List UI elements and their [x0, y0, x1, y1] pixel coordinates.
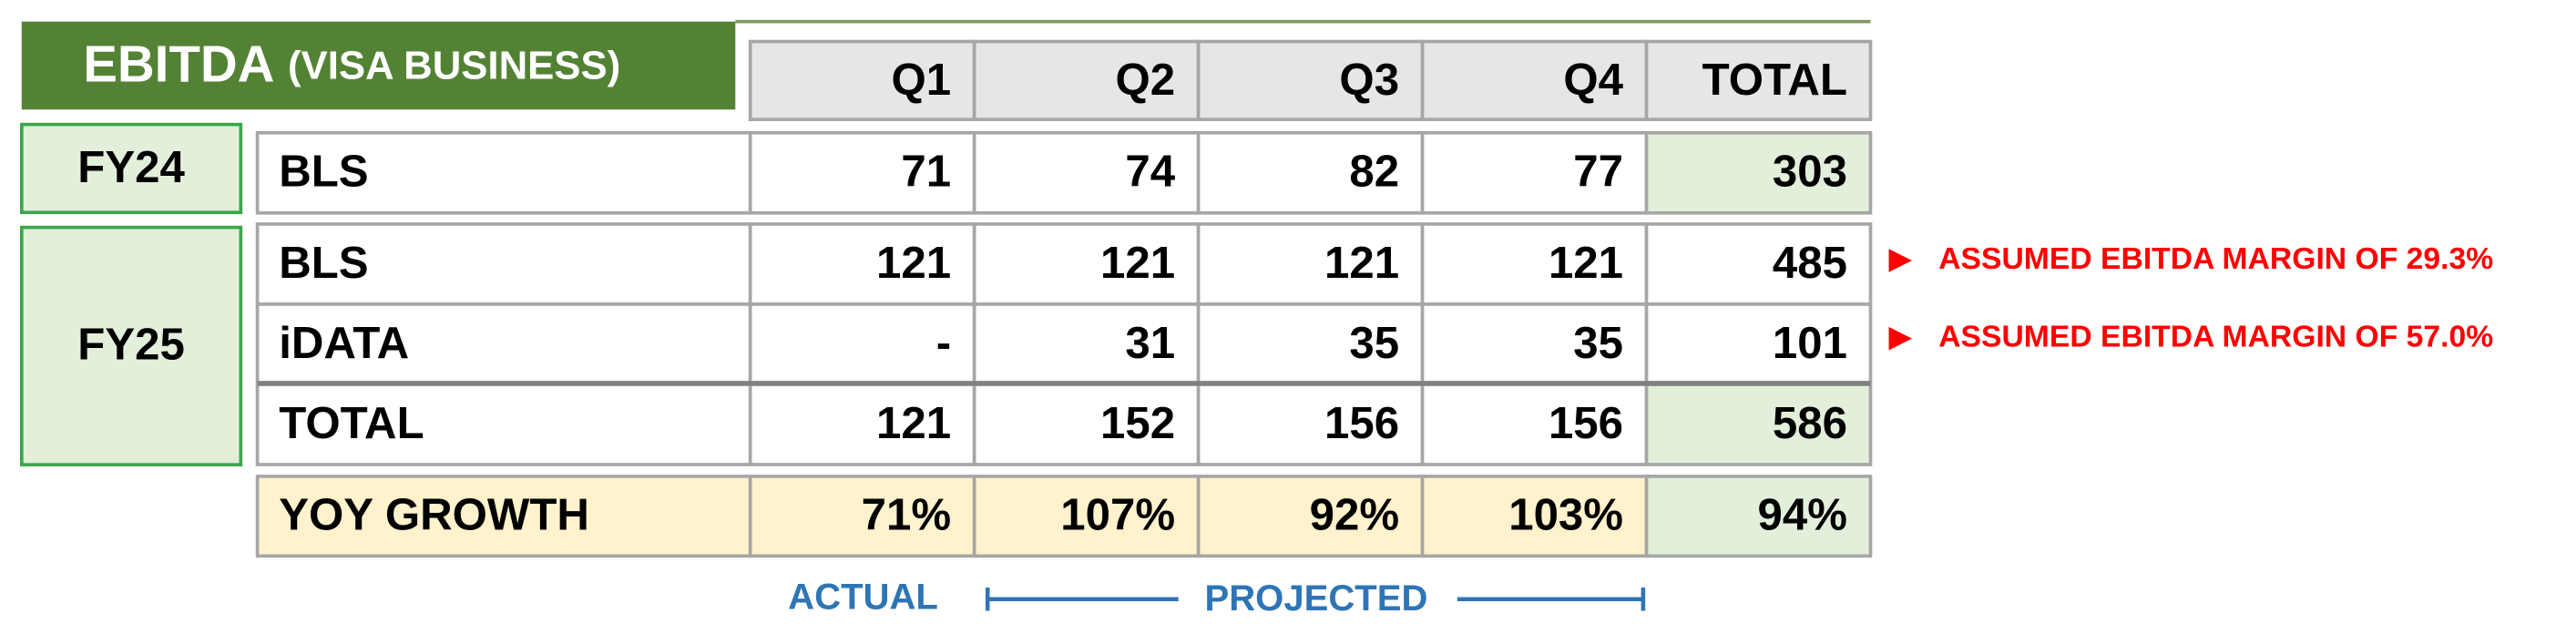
- note: ASSUMED EBITDA MARGIN OF 57.0%: [1938, 320, 2493, 354]
- cell: [1420, 383, 1649, 466]
- cell-value: 103%: [1508, 489, 1623, 539]
- header-cell: [1196, 39, 1425, 122]
- cell-value: 121: [876, 398, 951, 448]
- row-label-cell: [255, 222, 752, 306]
- cell-value: 35: [1349, 318, 1399, 368]
- cell: [1644, 475, 1873, 558]
- column-header: Q1: [892, 55, 952, 105]
- row-label: TOTAL: [279, 398, 424, 448]
- cell-value: 121: [876, 238, 951, 288]
- cell-value: 77: [1573, 147, 1623, 197]
- cell: [748, 383, 976, 466]
- title: EBITDA (VISA BUSINESS): [83, 36, 620, 93]
- cell: [1644, 302, 1873, 386]
- note: ASSUMED EBITDA MARGIN OF 29.3%: [1938, 241, 2493, 276]
- column-header: Q4: [1563, 55, 1623, 105]
- column-header: TOTAL: [1702, 55, 1847, 105]
- cell-value: 71%: [862, 489, 951, 539]
- group-box: [19, 122, 243, 215]
- cell-value: 156: [1324, 398, 1399, 448]
- cell-value: 156: [1549, 398, 1623, 448]
- cell-value: 31: [1125, 318, 1175, 368]
- column-header: Q2: [1115, 55, 1175, 105]
- cell-value: 94%: [1758, 489, 1847, 539]
- note-arrow: [1888, 326, 1913, 351]
- row-label: YOY GROWTH: [279, 489, 589, 539]
- cell: [1420, 475, 1649, 558]
- group-box: [19, 225, 243, 466]
- group-label: FY25: [77, 320, 185, 370]
- cell-value: 303: [1773, 147, 1847, 197]
- cell-value: 152: [1100, 398, 1175, 448]
- title-box: [21, 21, 736, 110]
- cell: [972, 475, 1201, 558]
- cell-value: 35: [1573, 318, 1623, 368]
- cell-value: 74: [1125, 147, 1175, 197]
- cell-value: 107%: [1060, 489, 1175, 539]
- cell-value: 586: [1773, 398, 1847, 448]
- cell-value: -: [936, 318, 951, 368]
- cell: [1644, 222, 1873, 306]
- cell-value: 82: [1349, 147, 1399, 197]
- column-header: Q3: [1339, 55, 1399, 105]
- cell: [1196, 130, 1425, 215]
- cell-value: 92%: [1310, 489, 1399, 539]
- actual-label: ACTUAL: [788, 577, 938, 617]
- row-label-cell: [255, 475, 752, 558]
- cell: [1420, 130, 1649, 215]
- group-label: FY24: [77, 142, 185, 192]
- header-cell: [972, 39, 1201, 122]
- row-label-cell: [255, 302, 752, 386]
- row-label: BLS: [279, 147, 368, 197]
- cell-value: 121: [1100, 238, 1175, 288]
- cell-value: 101: [1773, 318, 1847, 368]
- cell: [972, 383, 1201, 466]
- row-label: BLS: [279, 238, 368, 288]
- row-label-cell: [255, 383, 752, 466]
- row-label: iDATA: [279, 318, 409, 368]
- title-main: EBITDA: [83, 36, 274, 93]
- cell: [1196, 475, 1425, 558]
- header-cell: [1420, 39, 1649, 122]
- cell: [1420, 222, 1649, 306]
- cell-value: 121: [1324, 238, 1399, 288]
- header-cell: [1644, 39, 1873, 122]
- cell-value: 485: [1773, 238, 1847, 288]
- header-cell: [748, 39, 976, 122]
- table-body: Q1 Q2 Q3 Q4 TOTAL FY24 BLS 71 74 82 77 303 FY25 BLS 12…: [19, 39, 2493, 558]
- cell-value: 71: [901, 147, 951, 197]
- cell: [972, 302, 1201, 386]
- title-sub: (VISA BUSINESS): [288, 43, 620, 87]
- cell: [1644, 130, 1873, 215]
- note-arrow: [1888, 249, 1913, 272]
- cell: [1420, 302, 1649, 386]
- projected-label: PROJECTED: [1204, 578, 1427, 619]
- cell-value: 121: [1549, 238, 1623, 288]
